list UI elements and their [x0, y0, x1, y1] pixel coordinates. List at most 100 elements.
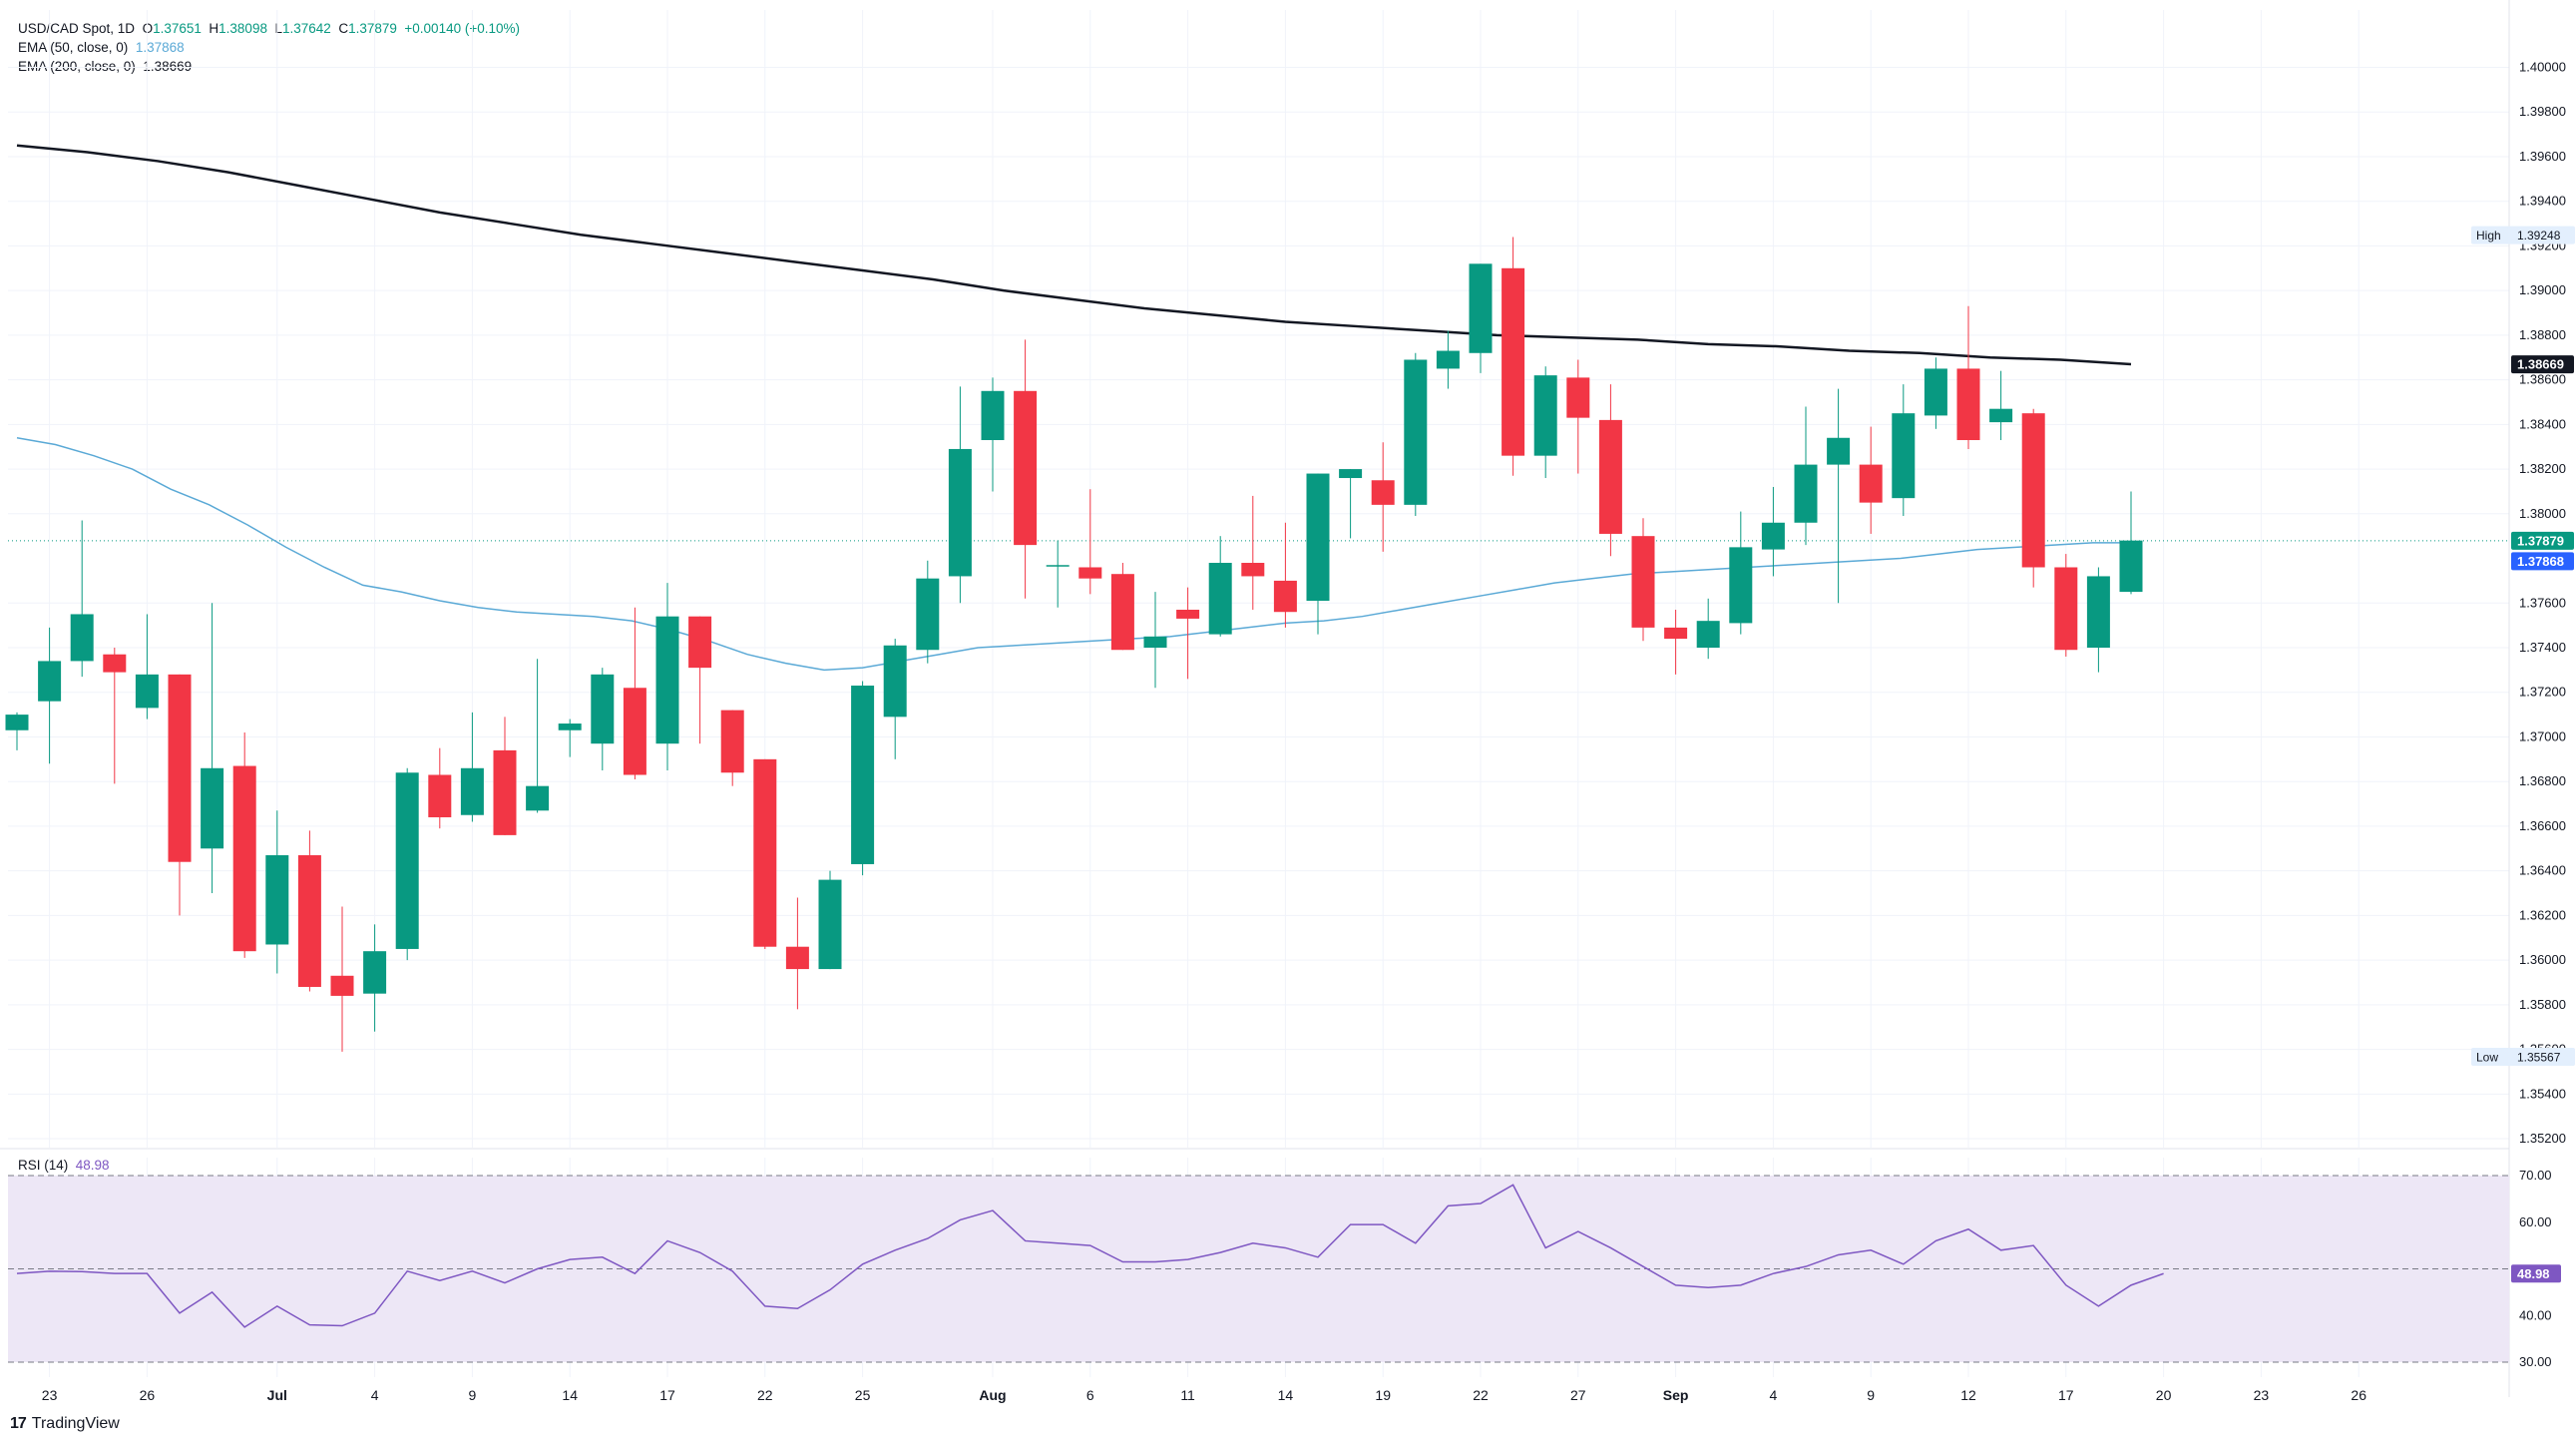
- price-axis-label: 1.37000: [2519, 728, 2566, 743]
- candle-down[interactable]: [688, 616, 712, 669]
- x-axis-label: 26: [140, 1387, 156, 1403]
- candle-up[interactable]: [558, 723, 582, 730]
- candle-up[interactable]: [591, 674, 615, 744]
- candle-up[interactable]: [526, 785, 550, 811]
- candle-down[interactable]: [1631, 536, 1655, 628]
- candle-up[interactable]: [395, 772, 419, 949]
- candle-up[interactable]: [1892, 413, 1916, 499]
- x-axis-label: 9: [469, 1387, 477, 1403]
- rsi-price-tag-text: 48.98: [2517, 1266, 2550, 1281]
- price-axis-label: 1.35400: [2519, 1086, 2566, 1101]
- symbol-title[interactable]: USD/CAD Spot, 1D: [18, 21, 136, 36]
- ema50-price-tag-text: 1.37868: [2517, 554, 2564, 569]
- price-axis-label: 1.38200: [2519, 461, 2566, 476]
- brand-name: TradingView: [31, 1415, 120, 1432]
- ema200-line[interactable]: [16, 144, 2132, 366]
- candle-up[interactable]: [1696, 621, 1720, 649]
- candle-up[interactable]: [135, 674, 159, 709]
- x-axis-label: 17: [659, 1387, 675, 1403]
- rsi-line[interactable]: [16, 1184, 2164, 1328]
- price-axis-label: 1.38000: [2519, 506, 2566, 521]
- candle-down[interactable]: [232, 765, 256, 952]
- price-axis-label: 1.36000: [2519, 952, 2566, 967]
- ema50-line[interactable]: [16, 437, 2131, 672]
- candle-up[interactable]: [1046, 565, 1070, 567]
- current-price-tag: [2511, 531, 2574, 550]
- candle-up[interactable]: [1827, 437, 1851, 465]
- candle-down[interactable]: [330, 975, 354, 996]
- candle-down[interactable]: [753, 758, 777, 947]
- candle-down[interactable]: [1241, 563, 1265, 577]
- candle-down[interactable]: [168, 674, 192, 862]
- ema200-legend[interactable]: EMA (200, close, 0) 1.38669: [18, 59, 193, 74]
- candle-down[interactable]: [1014, 390, 1038, 546]
- candle-up[interactable]: [2086, 576, 2110, 649]
- price-axis-label: 1.39600: [2519, 149, 2566, 164]
- candle-down[interactable]: [103, 654, 127, 673]
- price-axis-label: 1.38400: [2519, 416, 2566, 431]
- candle-down[interactable]: [1110, 574, 1134, 651]
- candle-down[interactable]: [2054, 567, 2078, 651]
- candle-down[interactable]: [1371, 480, 1395, 505]
- candle-up[interactable]: [363, 951, 387, 994]
- candle-down[interactable]: [1176, 609, 1200, 619]
- candle-up[interactable]: [1924, 368, 1947, 416]
- candle-down[interactable]: [1598, 419, 1622, 534]
- symbol-row: USD/CAD Spot, 1D O1.37651 H1.38098 L1.37…: [18, 21, 520, 36]
- candle-up[interactable]: [1143, 636, 1167, 649]
- candle-up[interactable]: [1436, 350, 1460, 369]
- candle-down[interactable]: [1273, 580, 1297, 613]
- candle-up[interactable]: [1339, 469, 1363, 479]
- candle-up[interactable]: [883, 645, 907, 718]
- x-axis-label: 4: [1770, 1387, 1778, 1403]
- candle-down[interactable]: [1956, 368, 1980, 441]
- candle-up[interactable]: [1306, 473, 1330, 602]
- candle-down[interactable]: [623, 688, 646, 775]
- candle-up[interactable]: [70, 614, 94, 662]
- candle-up[interactable]: [201, 767, 224, 849]
- x-axis-label: 20: [2156, 1387, 2172, 1403]
- candle-up[interactable]: [851, 686, 875, 864]
- candle-down[interactable]: [720, 710, 744, 773]
- candle-up[interactable]: [981, 390, 1005, 441]
- candle-up[interactable]: [38, 661, 62, 702]
- candle-up[interactable]: [818, 879, 842, 970]
- candle-down[interactable]: [428, 774, 452, 817]
- candle-down[interactable]: [1664, 627, 1688, 640]
- candle-up[interactable]: [655, 616, 679, 744]
- current-price-tag-text: 1.37879: [2517, 533, 2564, 548]
- price-axis-label: 1.35800: [2519, 997, 2566, 1012]
- high-marker-label: High: [2476, 229, 2501, 242]
- candle-up[interactable]: [1761, 522, 1785, 550]
- candle-down[interactable]: [785, 946, 809, 970]
- tradingview-brand[interactable]: 17 TradingView: [10, 1415, 120, 1433]
- candle-up[interactable]: [1794, 464, 1818, 523]
- candle-down[interactable]: [1502, 267, 1525, 456]
- candle-up[interactable]: [1533, 375, 1557, 456]
- candle-up[interactable]: [916, 578, 940, 651]
- candle-up[interactable]: [1469, 263, 1493, 353]
- candle-up[interactable]: [1729, 547, 1753, 624]
- candle-up[interactable]: [1404, 359, 1428, 505]
- candle-up[interactable]: [5, 715, 29, 730]
- price-axis-label: 1.38600: [2519, 372, 2566, 387]
- candle-down[interactable]: [1566, 377, 1590, 418]
- candle-up[interactable]: [948, 448, 972, 577]
- candle-down[interactable]: [1078, 567, 1102, 579]
- rsi-legend[interactable]: RSI (14) 48.98: [18, 1158, 110, 1173]
- candle-down[interactable]: [493, 749, 517, 835]
- candle-up[interactable]: [1208, 563, 1232, 635]
- candle-down[interactable]: [2021, 413, 2045, 568]
- candle-up[interactable]: [1989, 408, 2013, 423]
- candle-up[interactable]: [2119, 540, 2143, 593]
- candle-down[interactable]: [1859, 464, 1883, 503]
- ema200-value: 1.38669: [143, 59, 193, 74]
- candle-down[interactable]: [297, 855, 321, 987]
- candle-up[interactable]: [265, 855, 289, 945]
- price-axis-label: 1.37600: [2519, 595, 2566, 610]
- ema50-legend[interactable]: EMA (50, close, 0) 1.37868: [18, 40, 185, 55]
- candle-up[interactable]: [460, 767, 484, 815]
- price-axis-label: 1.37200: [2519, 685, 2566, 700]
- x-axis-label: 4: [371, 1387, 379, 1403]
